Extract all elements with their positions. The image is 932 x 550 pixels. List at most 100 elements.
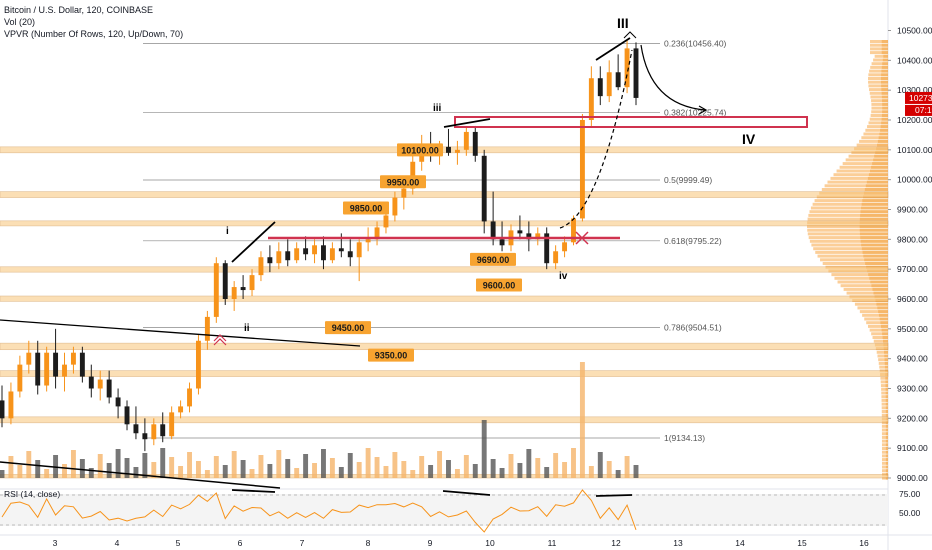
wave-label-iii: iii xyxy=(433,103,442,114)
vpvr-row-down xyxy=(877,143,888,147)
vpvr-row-down xyxy=(881,121,888,125)
vpvr-row xyxy=(881,465,888,469)
vpvr-row xyxy=(871,99,888,103)
vpvr-row xyxy=(856,143,888,147)
candle-body xyxy=(347,251,353,258)
volume-bar xyxy=(624,456,630,478)
fib-level-label: 0.5(9999.49) xyxy=(664,175,712,185)
price-labels[interactable]: 10100.00 9950.00 9850.00 9690.00 9600.00 9450… xyxy=(325,143,522,362)
price-label-text: 9600.00 xyxy=(483,280,516,290)
rsi-line xyxy=(1,489,637,533)
volume-bar xyxy=(419,456,425,478)
volume-bar xyxy=(410,470,416,478)
vpvr-row-down xyxy=(872,287,888,291)
volume-bar xyxy=(249,469,255,478)
vpvr-row-down xyxy=(880,128,888,132)
volume-bar xyxy=(508,454,514,478)
volume-bar xyxy=(88,468,94,478)
vpvr-row-down xyxy=(885,443,888,447)
vpvr-row-down xyxy=(880,321,888,325)
volume-bar xyxy=(437,451,443,478)
vpvr-row xyxy=(871,110,888,114)
volume-bar xyxy=(633,465,639,478)
vpvr-row-down xyxy=(860,236,888,240)
volume-bar xyxy=(481,420,487,478)
vpvr-row-down xyxy=(864,188,888,191)
rsi-pane[interactable]: RSI (14, close) 75.00 50.00 xyxy=(0,489,921,533)
volume-bar xyxy=(321,449,326,478)
vpvr-row xyxy=(881,428,888,432)
vpvr-row-down xyxy=(884,365,888,369)
vpvr-row xyxy=(870,43,888,47)
vpvr-row-down xyxy=(885,424,888,428)
time-axis-label: 15 xyxy=(797,538,807,548)
candle-body xyxy=(303,248,309,255)
time-axis-label: 9 xyxy=(428,538,433,548)
volume-bar xyxy=(347,453,353,478)
candle-body xyxy=(624,48,630,88)
target-zone-box xyxy=(454,116,808,128)
volume-bar xyxy=(70,450,76,478)
candle-body xyxy=(62,364,67,377)
volume-bar xyxy=(142,453,148,478)
price-axis-label: 9000.00 xyxy=(897,473,928,483)
vpvr-row xyxy=(812,202,888,206)
price-axis-label: 9800.00 xyxy=(897,234,928,244)
candle-body xyxy=(213,263,219,317)
vpvr-row-down xyxy=(879,317,888,321)
candle-body xyxy=(472,131,478,156)
price-axis-label: 10300.00 xyxy=(897,85,932,95)
current-price-tag xyxy=(905,91,932,104)
vpvr-row xyxy=(869,69,888,73)
volume-bar xyxy=(178,466,184,478)
vpvr-row xyxy=(881,461,888,465)
time-axis[interactable]: 3 4 5 6 7 8 9 10 11 12 13 14 15 16 xyxy=(53,538,869,548)
volume-bar xyxy=(231,451,237,478)
volume-bar xyxy=(17,465,23,478)
candle-body xyxy=(517,230,523,234)
vpvr-row xyxy=(843,287,888,291)
horizontal-zone xyxy=(0,370,889,377)
volume-bar xyxy=(106,463,112,478)
candle-body xyxy=(106,379,112,398)
price-axis[interactable]: 10500.00 10400.00 10300.00 10200.00 10100.00… xyxy=(888,26,932,484)
vpvr-row xyxy=(813,247,888,251)
candle-body xyxy=(446,146,451,153)
vpvr-row xyxy=(879,365,888,369)
candle-body xyxy=(571,218,576,243)
vpvr-row-down xyxy=(876,302,888,306)
volume-bar xyxy=(517,463,523,478)
vpvr-row-down xyxy=(866,180,888,184)
vpvr-row-down xyxy=(882,336,888,339)
volume-bar xyxy=(303,454,309,478)
volume-bar xyxy=(338,467,344,478)
candlesticks[interactable] xyxy=(0,39,639,452)
volume-bar xyxy=(526,449,532,478)
symbol-title[interactable]: Bitcoin / U.S. Dollar, 120, COINBASE xyxy=(4,5,154,15)
vpvr-row xyxy=(848,154,888,158)
vpvr-row xyxy=(842,162,888,166)
price-label-text: 9850.00 xyxy=(350,204,383,214)
volume-bar xyxy=(204,470,210,478)
vpvr-row xyxy=(869,91,888,95)
vpvr-row xyxy=(868,121,888,125)
vpvr-row-down xyxy=(885,402,888,406)
volume-indicator-label[interactable]: Vol (20) xyxy=(4,17,36,27)
double-chevron-icon xyxy=(213,334,227,346)
candle-body xyxy=(97,379,103,389)
candle-body xyxy=(8,391,14,419)
vpvr-row xyxy=(881,398,888,402)
wave-line xyxy=(231,221,276,263)
vpvr-row xyxy=(822,262,888,265)
time-axis-label: 6 xyxy=(238,538,243,548)
candle-body xyxy=(597,78,603,97)
vpvr-row-down xyxy=(881,88,888,92)
vpvr-row-down xyxy=(881,328,888,332)
wave-label-i: i xyxy=(226,226,229,237)
vpvr-indicator-label[interactable]: VPVR (Number Of Rows, 120, Up/Down, 70) xyxy=(4,29,184,39)
horizontal-zone xyxy=(0,220,889,227)
candle-body xyxy=(53,352,59,377)
volume-bar xyxy=(115,449,121,478)
